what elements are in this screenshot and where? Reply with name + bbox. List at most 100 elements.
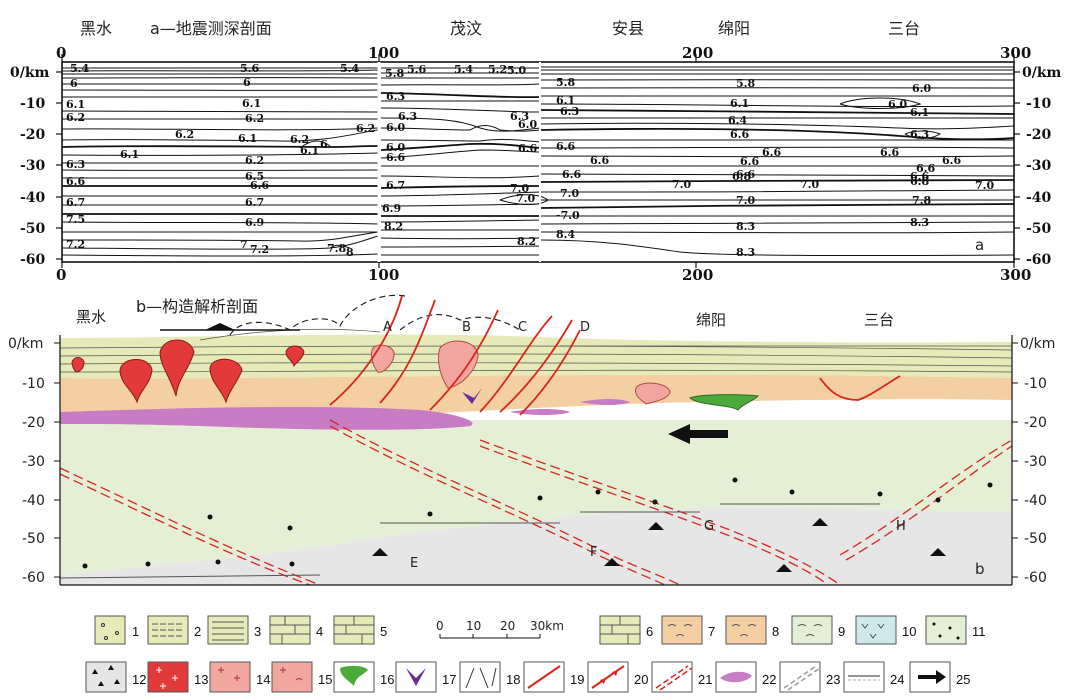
y-left-0: 0/km: [10, 65, 50, 81]
y-left-60: -60: [20, 252, 46, 268]
v-label: 6.7: [66, 196, 85, 209]
v-label: 6.1: [242, 97, 261, 110]
v-label: 7.2: [250, 243, 269, 256]
v-label: 5.8: [556, 76, 575, 89]
b-y-left-30: -30: [22, 454, 45, 470]
v-label: 5.8: [736, 77, 755, 90]
v-label: 5.6: [240, 62, 259, 75]
legend-label-7: 7: [708, 624, 715, 639]
fault-label-d: D: [580, 320, 590, 335]
scale-tick-20: 20: [500, 619, 515, 633]
v-label: 6.2: [245, 112, 264, 125]
y-right-20: -20: [1026, 127, 1052, 143]
x-tick-top-0: 0: [56, 44, 66, 62]
legend-label-1: 1: [132, 624, 139, 639]
v-label: 7.5: [66, 213, 85, 226]
v-label: 6.2: [175, 128, 194, 141]
v-label: 5.6: [407, 63, 426, 76]
v-label: 6.0: [386, 121, 405, 134]
v-label: 8.3: [736, 220, 755, 233]
b-y-left-0: 0/km: [8, 336, 43, 352]
legend-item-5: 5: [333, 615, 387, 645]
y-left-10: -10: [20, 96, 46, 112]
b-y-right-60: -60: [1024, 570, 1047, 586]
b-y-left-40: -40: [22, 493, 45, 509]
legend-label-18: 18: [506, 672, 520, 687]
place-santai-a: 三台: [888, 19, 920, 38]
legend-item-9: 9: [791, 615, 845, 645]
b-y-left-60: -60: [22, 570, 45, 586]
section-a-ticks: [56, 54, 1020, 268]
x-tick-bottom-300: 300: [1000, 266, 1031, 284]
v-label: 6.9: [382, 202, 401, 215]
b-y-left-10: -10: [22, 376, 45, 392]
scale-tick-0: 0: [436, 619, 444, 633]
legend-label-20: 20: [634, 672, 648, 687]
v-label: 6.3: [398, 110, 417, 123]
legend-item-14: 14: [209, 661, 270, 693]
legend-item-19: 19: [523, 661, 584, 693]
v-label: 7.8: [912, 194, 931, 207]
velocity-contours: [61, 66, 1015, 257]
b-y-right-40: -40: [1024, 493, 1047, 509]
v-label: 6.3: [510, 110, 529, 123]
v-label: -7.0: [556, 209, 580, 222]
legend-item-8: 8: [725, 615, 779, 645]
mantle-layer: [60, 507, 1012, 585]
v-label: 8: [346, 246, 354, 259]
v-label: 6.6: [916, 162, 935, 175]
legend-item-18: 18: [459, 661, 520, 693]
purple-detachment-layer: [60, 406, 473, 430]
y-right-40: -40: [1026, 190, 1052, 206]
legend-label-12: 12: [132, 672, 146, 687]
v-label: 6.3: [66, 158, 85, 171]
y-right-50: -50: [1026, 221, 1052, 237]
v-label: 7.8: [327, 242, 346, 255]
section-b-corner-label: b: [975, 560, 985, 578]
v-label: 5.8: [385, 67, 404, 80]
v-label: 6.2: [356, 122, 375, 135]
v-label: 6.0: [518, 118, 537, 131]
x-tick-bottom-0: 0: [56, 266, 66, 284]
b-y-left-50: -50: [22, 531, 45, 547]
legend-item-20: 20: [587, 661, 648, 693]
y-right-0: 0/km: [1022, 65, 1062, 81]
fault-label-a: A: [383, 320, 392, 335]
legend-label-5: 5: [380, 624, 387, 639]
legend-label-10: 10: [902, 624, 916, 639]
v-label: 7.0: [736, 194, 755, 207]
place-heishui-a: 黑水: [80, 19, 112, 38]
place-heishui-b: 黑水: [76, 308, 106, 326]
purple-lens-2: [580, 399, 630, 405]
granite-plutons: [71, 339, 305, 404]
v-label: 5.4: [454, 63, 473, 76]
sediment-layer: [60, 334, 1012, 379]
place-anxian-a: 安县: [612, 19, 644, 38]
v-label: 8.3: [910, 216, 929, 229]
thrust-triangle: [205, 323, 235, 330]
v-label: 6.8: [910, 175, 929, 188]
legend-label-16: 16: [380, 672, 394, 687]
legend-label-3: 3: [254, 624, 261, 639]
v-label: 8.2: [384, 220, 403, 233]
v-label: 6.1: [120, 148, 139, 161]
x-tick-top-200: 200: [682, 44, 713, 62]
x-tick-top-300: 300: [1000, 44, 1031, 62]
v-label: 8.3: [736, 246, 755, 259]
legend-item-15: 15: [271, 661, 332, 693]
purple-v-symbol: [462, 388, 482, 404]
v-label: 6.6: [556, 140, 575, 153]
v-label: 6.0: [386, 141, 405, 154]
v-label: 6.5: [245, 170, 264, 183]
v-label: 7: [240, 238, 248, 251]
eroded-outlines: [229, 294, 521, 336]
legend-item-6: 6: [599, 615, 653, 645]
legend-item-25: 25: [909, 661, 970, 693]
v-label: 6.6: [66, 175, 85, 188]
v-label: 6.4: [728, 114, 747, 127]
y-left-20: -20: [20, 127, 46, 143]
legend-label-24: 24: [890, 672, 904, 687]
v-label: 6.6: [736, 168, 755, 181]
v-label: 7.0: [800, 178, 819, 191]
section-a-seismic-profile: 黑水 a—地震测深剖面 茂汶 安县 绵阳 三台 0 100 200 300 0 …: [10, 19, 1062, 284]
